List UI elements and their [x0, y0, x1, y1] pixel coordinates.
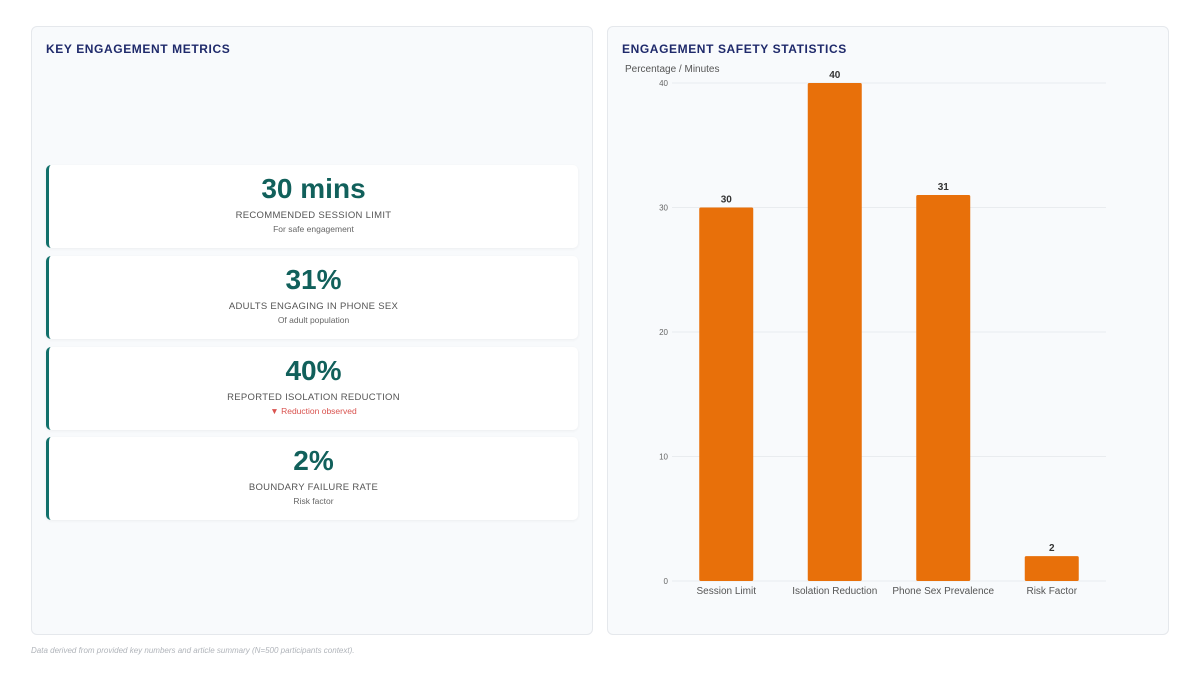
- metric-subtext: Risk factor: [293, 496, 334, 506]
- chart-panel: ENGAGEMENT SAFETY STATISTICS Percentage …: [607, 26, 1169, 635]
- footnote: Data derived from provided key numbers a…: [31, 646, 355, 655]
- bar: [699, 207, 754, 581]
- x-tick-label: Session Limit: [697, 586, 757, 597]
- y-axis-label: Percentage / Minutes: [625, 64, 720, 75]
- bar-value-label: 40: [829, 70, 841, 81]
- metrics-panel-title: KEY ENGAGEMENT METRICS: [46, 42, 231, 56]
- bar-chart: Percentage / Minutes 0 10 20 30 40 30 Session L…: [625, 64, 1106, 597]
- y-tick-label: 30: [659, 204, 668, 213]
- metric-label: BOUNDARY FAILURE RATE: [248, 482, 379, 493]
- y-tick-label: 40: [659, 79, 668, 88]
- bar-value-label: 2: [1049, 543, 1055, 554]
- bar: [916, 195, 971, 582]
- y-tick-label: 0: [664, 577, 669, 586]
- metric-card-session-limit: 30 mins RECOMMENDED SESSION LIMIT For sa…: [46, 165, 578, 248]
- metric-card-isolation-reduction: 40% REPORTED ISOLATION REDUCTION ▼ Reduc…: [46, 347, 578, 430]
- metric-label: ADULTS ENGAGING IN PHONE SEX: [228, 301, 399, 312]
- metric-value: 31%: [285, 264, 342, 295]
- metric-value: 2%: [293, 445, 334, 476]
- x-tick-label: Risk Factor: [1026, 586, 1077, 597]
- metric-subtext: Of adult population: [277, 315, 350, 325]
- metric-value: 30 mins: [261, 173, 366, 204]
- metric-subtext: For safe engagement: [273, 224, 354, 234]
- chart-panel-title: ENGAGEMENT SAFETY STATISTICS: [622, 42, 847, 56]
- metric-label: RECOMMENDED SESSION LIMIT: [235, 210, 392, 221]
- x-tick-label: Phone Sex Prevalence: [892, 586, 994, 597]
- x-tick-label: Isolation Reduction: [792, 586, 877, 597]
- metric-label: REPORTED ISOLATION REDUCTION: [227, 392, 400, 403]
- bar: [1024, 556, 1079, 581]
- metrics-panel: KEY ENGAGEMENT METRICS 30 mins RECOMMEND…: [31, 26, 593, 635]
- bar: [807, 83, 862, 581]
- metric-subtext: ▼ Reduction observed: [49, 406, 578, 416]
- y-tick-label: 10: [659, 453, 668, 462]
- bar-value-label: 31: [938, 182, 950, 193]
- metric-subtext-label: Reduction observed: [281, 406, 357, 416]
- metric-card-phone-sex-adults: 31% ADULTS ENGAGING IN PHONE SEX Of adul…: [46, 256, 578, 339]
- bar-value-label: 30: [721, 195, 733, 206]
- down-arrow-icon: ▼: [270, 406, 279, 416]
- y-tick-label: 20: [659, 328, 668, 337]
- metric-card-boundary-failure: 2% BOUNDARY FAILURE RATE Risk factor: [46, 437, 578, 520]
- metric-value: 40%: [285, 355, 342, 386]
